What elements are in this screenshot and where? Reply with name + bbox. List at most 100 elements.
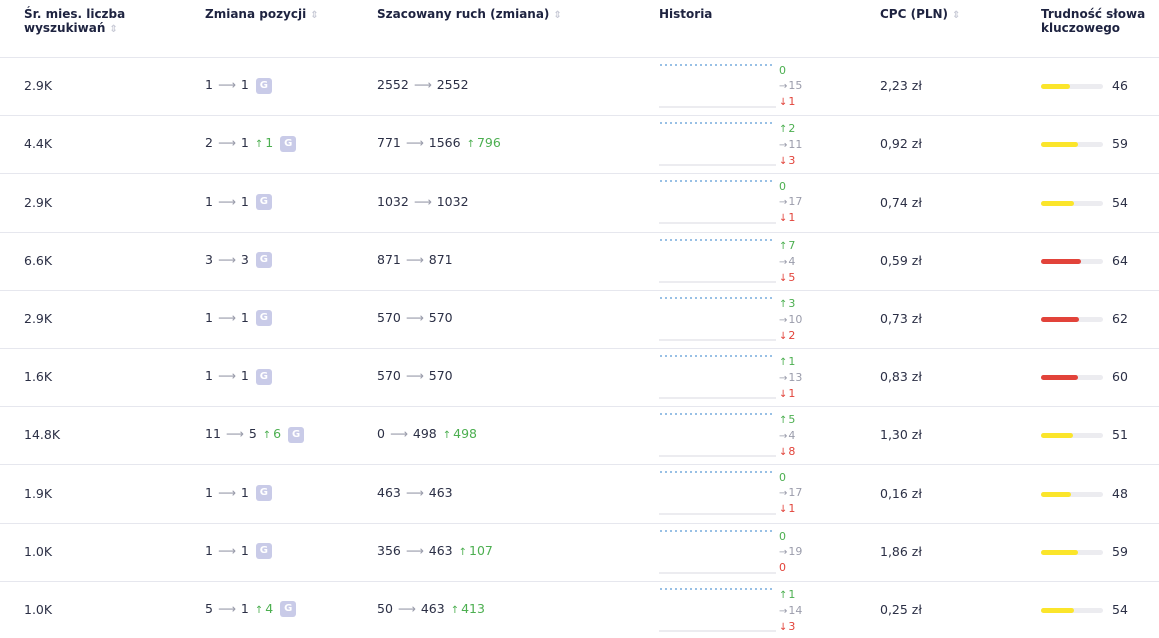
- change-value: 4: [265, 600, 274, 616]
- history-icon: ↓: [779, 272, 788, 284]
- arrow-icon: ⟶: [225, 426, 244, 442]
- history-up: ↑7: [779, 238, 795, 254]
- arrow-icon: ⟶: [217, 193, 236, 209]
- history-up: 0: [779, 470, 802, 485]
- history-value: 17: [788, 195, 803, 209]
- history-value: 7: [788, 238, 796, 252]
- history-counts: ↑3 →10 ↓2: [779, 296, 802, 344]
- header-text: Historia: [659, 7, 713, 21]
- arrow-icon: ⟶: [217, 135, 236, 151]
- history-same: →4: [779, 428, 795, 444]
- history-icon: →: [779, 256, 788, 268]
- divider: [0, 289, 1159, 291]
- sort-icon: ⇕: [109, 24, 118, 35]
- history-value: 15: [788, 79, 803, 92]
- history-up: ↑1: [779, 587, 802, 603]
- google-badge: G: [255, 194, 272, 210]
- sparkline: [659, 529, 776, 574]
- history-value: 5: [788, 270, 796, 284]
- history-value: 0: [779, 180, 786, 194]
- traffic-to: 463: [420, 600, 445, 616]
- position-to: 1: [240, 368, 249, 384]
- position-from: 1: [205, 77, 213, 93]
- traffic-cell: 356 ⟶ 463 ↑ 107: [377, 543, 493, 558]
- history-value: 3: [788, 296, 796, 310]
- position-to: 1: [240, 600, 249, 616]
- position-cell: 1 ⟶ 1 G: [205, 484, 272, 501]
- cpc: 0,92 zł: [880, 136, 922, 152]
- history-down: ↓3: [779, 619, 802, 635]
- google-badge: G: [255, 543, 272, 560]
- position-from: 1: [205, 484, 213, 500]
- position-from: 1: [205, 193, 213, 209]
- history-value: 13: [788, 371, 803, 384]
- traffic-to: 570: [428, 368, 453, 384]
- history-up: 0: [779, 63, 802, 78]
- traffic-cell: 2552 ⟶ 2552: [377, 77, 469, 92]
- history-value: 1: [788, 95, 796, 108]
- history-value: 4: [788, 429, 796, 443]
- difficulty-track: [1041, 316, 1103, 322]
- history-counts: ↑1 →13 ↓1: [779, 354, 802, 402]
- history-value: 17: [788, 486, 803, 500]
- position-change: ↑ 1: [255, 135, 273, 150]
- history-counts: ↑1 →14 ↓3: [779, 587, 802, 635]
- google-badge: G: [288, 426, 305, 443]
- history-icon: →: [779, 81, 788, 92]
- column-header[interactable]: Śr. mies. liczba wyszukiwań ⇕: [24, 7, 184, 37]
- column-header[interactable]: Zmiana pozycji ⇕: [205, 7, 355, 23]
- history-counts: ↑5 →4 ↓8: [779, 412, 795, 460]
- arrow-icon: ⟶: [217, 368, 236, 384]
- traffic-to: 498: [412, 426, 437, 442]
- arrow-icon: ⟶: [405, 309, 424, 325]
- column-header[interactable]: Trudność słowa kluczowego: [1041, 7, 1151, 35]
- divider: [0, 406, 1159, 408]
- column-header[interactable]: Szacowany ruch (zmiana) ⇕: [377, 7, 637, 23]
- position-from: 11: [205, 426, 221, 442]
- difficulty-value: 51: [1112, 427, 1128, 443]
- difficulty-value: 64: [1112, 252, 1128, 268]
- difficulty-value: 46: [1112, 78, 1128, 94]
- history-value: 10: [788, 312, 803, 326]
- history-value: 14: [788, 603, 803, 617]
- history-icon: ↓: [779, 330, 788, 342]
- sparkline: [659, 122, 776, 166]
- volume: 1.6K: [24, 369, 53, 385]
- history-counts: 0 →15 ↓1: [779, 63, 802, 110]
- position-change: ↑ 6: [263, 426, 281, 441]
- arrow-icon: ⟶: [413, 193, 432, 209]
- history-value: 2: [788, 328, 796, 342]
- column-header[interactable]: Historia: [659, 7, 859, 21]
- difficulty-track: [1041, 258, 1103, 264]
- difficulty-track: [1041, 375, 1103, 381]
- history-value: 3: [788, 154, 796, 168]
- history-icon: ↓: [779, 156, 788, 168]
- position-cell: 1 ⟶ 1 G: [205, 193, 272, 210]
- traffic-from: 2552: [377, 77, 409, 93]
- position-from: 1: [205, 368, 213, 384]
- traffic-from: 570: [377, 368, 401, 384]
- difficulty-track: [1041, 200, 1103, 206]
- traffic-to: 463: [428, 542, 453, 558]
- position-cell: 3 ⟶ 3 G: [205, 252, 272, 269]
- up-icon: ↑: [458, 546, 468, 558]
- arrow-icon: ⟶: [217, 542, 236, 558]
- history-up: 0: [779, 179, 802, 194]
- sparkline: [659, 413, 776, 457]
- history-icon: →: [779, 314, 788, 326]
- header-text: CPC (PLN): [880, 7, 949, 21]
- traffic-to: 1566: [428, 135, 461, 151]
- difficulty-bar: [1041, 84, 1070, 90]
- arrow-icon: ⟶: [217, 309, 236, 325]
- history-up: ↑1: [779, 354, 802, 370]
- traffic-cell: 50 ⟶ 463 ↑ 413: [377, 601, 485, 616]
- change-value: 107: [469, 542, 493, 558]
- history-same: →15: [779, 78, 802, 94]
- column-header[interactable]: CPC (PLN) ⇕: [880, 7, 1030, 23]
- history-value: 8: [788, 445, 796, 459]
- sparkline: [659, 238, 776, 283]
- traffic-to: 871: [428, 251, 453, 267]
- position-from: 2: [205, 135, 213, 151]
- traffic-from: 771: [377, 135, 401, 151]
- history-down: ↓5: [779, 270, 795, 286]
